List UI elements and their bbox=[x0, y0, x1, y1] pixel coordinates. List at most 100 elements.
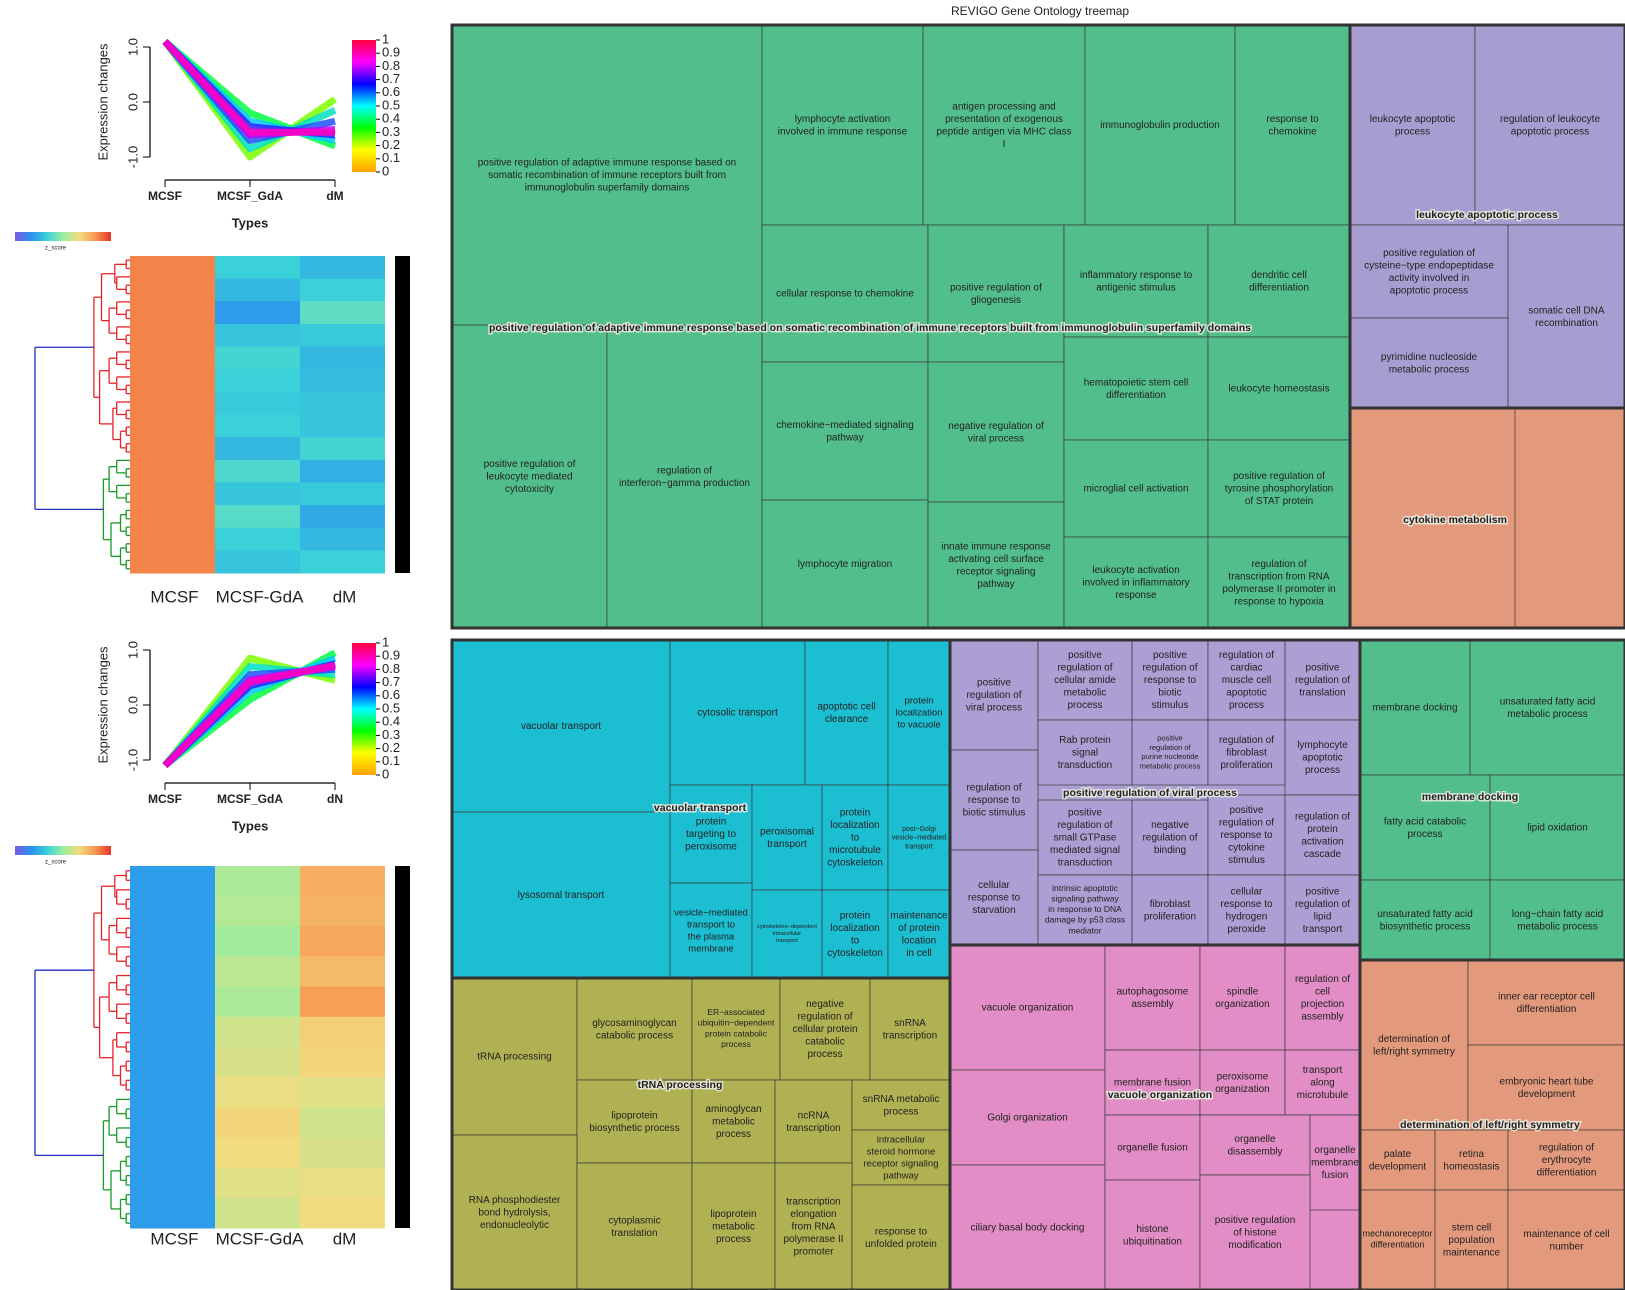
heatmap-cell bbox=[300, 1107, 385, 1138]
treemap-cell-label: regulation of protein activation cascade bbox=[1295, 811, 1350, 860]
treemap-cell bbox=[949, 944, 1106, 1071]
treemap-cell bbox=[1467, 959, 1625, 1046]
treemap-cell-label: stem cell population maintenance bbox=[1443, 1222, 1501, 1258]
treemap-cell-label: microglial cell activation bbox=[1083, 483, 1188, 494]
treemap-cell-label: positive regulation of cellular amide metab… bbox=[1054, 650, 1116, 711]
heatmap-cell bbox=[300, 414, 385, 438]
heatmap-cell bbox=[130, 1167, 215, 1199]
colorbar-tick-label: 0.3 bbox=[382, 124, 400, 139]
y-tick-label: 1.0 bbox=[125, 641, 140, 659]
treemap-cell-label: organelle disassembly bbox=[1227, 1133, 1282, 1157]
heatmap-cell bbox=[215, 391, 300, 415]
treemap-cell-label: transcription elongation from RNA polymeras… bbox=[783, 1196, 843, 1257]
heatmap-cell bbox=[300, 956, 385, 988]
treemap-cell bbox=[927, 501, 1065, 629]
heatmap-cell bbox=[300, 1197, 385, 1229]
treemap-cell-label: Golgi organization bbox=[987, 1112, 1068, 1123]
treemap-cell-label: positive regulation of tyrosine phosphory… bbox=[1225, 471, 1333, 507]
x-axis-label: Types bbox=[232, 818, 269, 833]
treemap-cell-label: lysosomal transport bbox=[518, 890, 605, 901]
heatmap-cell bbox=[130, 369, 215, 393]
heatmap-cell bbox=[300, 369, 385, 393]
heatmap-cell bbox=[300, 527, 385, 551]
colorbar bbox=[352, 643, 376, 775]
treemap-cell-label: lipid oxidation bbox=[1527, 822, 1588, 833]
colorbar-tick-label: 0.3 bbox=[382, 727, 400, 742]
column-label: MCSF bbox=[150, 1229, 198, 1248]
side-bar bbox=[395, 866, 410, 1228]
heatmap-cell bbox=[215, 414, 300, 438]
treemap-cell bbox=[1104, 1179, 1201, 1290]
y-axis-label: Expression changes bbox=[95, 646, 110, 764]
treemap-cell-label: ER−associated ubiquitin−dependent protein … bbox=[698, 1007, 775, 1049]
heatmap-cell bbox=[215, 986, 300, 1018]
treemap-cell bbox=[851, 1184, 951, 1290]
treemap-cell-label: positive regulation of leukocyte mediated… bbox=[484, 459, 576, 495]
heatmap-cell bbox=[215, 527, 300, 551]
treemap-cell bbox=[1349, 24, 1476, 226]
treemap-cell bbox=[804, 639, 889, 786]
treemap-cell-label: cellular response to hydrogen peroxide bbox=[1220, 886, 1273, 935]
treemap-cell-label: leukocyte activation involved in inflamma… bbox=[1082, 565, 1189, 601]
heatmap-cell bbox=[130, 437, 215, 461]
treemap-cell bbox=[1489, 774, 1625, 881]
heatmap-cell bbox=[130, 1107, 215, 1138]
treemap-cell-label: cellular response to starvation bbox=[968, 880, 1021, 916]
treemap-cell-label: positive regulation of cysteine−type endo… bbox=[1364, 247, 1494, 296]
treemap-cell bbox=[1234, 24, 1351, 226]
heatmap-cell bbox=[130, 926, 215, 957]
heatmap-cell bbox=[300, 1077, 385, 1108]
treemap-cell bbox=[1131, 874, 1209, 946]
treemap-cell-label: organelle membrane fusion bbox=[1311, 1145, 1359, 1181]
heatmap-cell bbox=[300, 896, 385, 927]
treemap-cell bbox=[1359, 959, 1469, 1131]
heatmap-cell bbox=[215, 323, 300, 348]
treemap-cell-label: lymphocyte apoptotic process bbox=[1297, 740, 1348, 776]
treemap-cell bbox=[1037, 639, 1133, 721]
treemap-cell-label: regulation of leukocyte apoptotic process bbox=[1500, 113, 1601, 137]
y-tick-label: 1.0 bbox=[125, 38, 140, 56]
treemap-cell-label: leukocyte apoptotic process bbox=[1370, 113, 1456, 137]
treemap-cell-label: response to unfolded protein bbox=[865, 1226, 937, 1250]
heatmap-cell bbox=[215, 505, 300, 529]
treemap-cell bbox=[1037, 719, 1133, 786]
treemap-cell bbox=[1474, 24, 1625, 226]
zscore-legend bbox=[15, 232, 111, 241]
treemap-cell bbox=[451, 24, 763, 326]
heatmap-cell bbox=[215, 1137, 300, 1169]
treemap-cell bbox=[1063, 224, 1209, 338]
treemap-cell bbox=[1207, 336, 1351, 441]
treemap-cell-label: leukocyte homeostasis bbox=[1228, 383, 1329, 394]
treemap-cell bbox=[1349, 317, 1509, 409]
treemap-cell bbox=[576, 1079, 693, 1164]
colorbar-tick-label: 0.5 bbox=[382, 97, 400, 112]
treemap-cell bbox=[887, 784, 951, 891]
heatmap-cell bbox=[215, 256, 300, 280]
treemap-cell-label: long−chain fatty acid metabolic process bbox=[1512, 908, 1603, 932]
heatmap-cell bbox=[300, 346, 385, 370]
column-label: MCSF-GdA bbox=[216, 1229, 305, 1248]
heatmap-cell bbox=[300, 391, 385, 415]
treemap-cell-label: embryonic heart tube development bbox=[1500, 1076, 1594, 1100]
y-tick-label: 0.0 bbox=[125, 93, 140, 111]
series-line bbox=[162, 661, 336, 768]
treemap-cell-label: cytoskeleton−dependent intracellular trans… bbox=[757, 925, 817, 945]
treemap-cell-label: Rab protein signal transduction bbox=[1058, 735, 1112, 771]
treemap-cell bbox=[949, 639, 1039, 751]
treemap-cell bbox=[1063, 336, 1209, 441]
heatmap-cell bbox=[215, 866, 300, 897]
treemap-cell bbox=[1084, 24, 1236, 226]
heatmap-cell bbox=[215, 956, 300, 988]
treemap-cell bbox=[779, 977, 871, 1081]
colorbar-tick-label: 0.6 bbox=[382, 84, 400, 99]
treemap-cell-label: retina homeostasis bbox=[1443, 1148, 1499, 1172]
treemap-cell bbox=[1309, 1114, 1361, 1211]
treemap-group-label: membrane docking bbox=[1422, 791, 1518, 803]
treemap-cell-label: snRNA transcription bbox=[883, 1017, 937, 1041]
treemap-cell-label: pyrimidine nucleoside metabolic process bbox=[1381, 351, 1478, 375]
heatmap-cell bbox=[130, 527, 215, 551]
treemap-cell-label: intrinsic apoptotic signaling pathway in r… bbox=[1045, 883, 1125, 936]
treemap-cell-label: unsaturated fatty acid metabolic process bbox=[1500, 696, 1596, 720]
heatmap-cell bbox=[300, 437, 385, 461]
heatmap-cell bbox=[215, 1197, 300, 1229]
